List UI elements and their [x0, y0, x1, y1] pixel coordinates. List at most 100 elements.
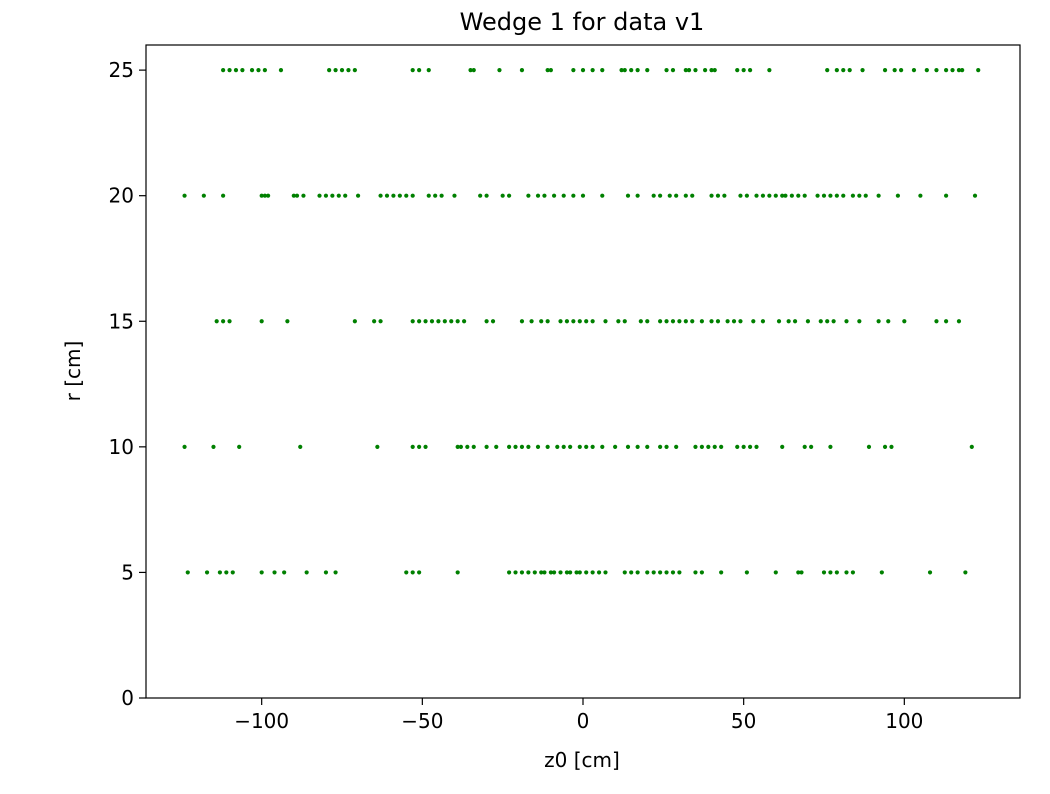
data-point — [458, 444, 463, 449]
data-point — [211, 444, 216, 449]
data-point — [429, 319, 435, 324]
data-point — [266, 193, 271, 198]
data-point — [423, 444, 428, 449]
data-point — [224, 570, 229, 575]
data-point — [298, 444, 303, 449]
data-point — [532, 570, 537, 575]
data-point — [741, 444, 746, 449]
data-point — [783, 193, 788, 198]
data-point — [780, 193, 785, 198]
data-point — [221, 68, 226, 73]
data-point — [725, 319, 730, 324]
data-point — [780, 444, 785, 449]
data-point — [789, 193, 794, 198]
data-point — [378, 193, 383, 198]
data-point — [619, 68, 624, 73]
data-point — [291, 193, 296, 198]
data-point — [715, 319, 721, 324]
data-point — [182, 444, 187, 449]
data-point — [622, 68, 627, 73]
data-point — [741, 68, 746, 73]
data-point — [478, 193, 483, 198]
x-axis-label: z0 [cm] — [544, 748, 620, 772]
data-point — [683, 319, 688, 324]
data-point — [860, 68, 865, 73]
data-point — [773, 193, 778, 198]
data-point — [658, 319, 663, 324]
data-point — [911, 68, 917, 73]
data-point — [333, 68, 338, 73]
data-point — [455, 319, 460, 324]
data-point — [323, 570, 329, 575]
data-point — [722, 193, 727, 198]
data-point — [484, 444, 489, 449]
data-point — [625, 193, 631, 198]
data-point — [719, 570, 724, 575]
data-point — [577, 319, 582, 324]
data-point — [719, 444, 724, 449]
data-point — [304, 570, 309, 575]
data-point — [204, 570, 210, 575]
data-point — [934, 319, 939, 324]
data-point — [397, 193, 402, 198]
data-point — [262, 193, 267, 198]
data-point — [590, 570, 595, 575]
data-point — [507, 444, 512, 449]
data-point — [346, 68, 351, 73]
data-point — [844, 570, 849, 575]
data-point — [635, 570, 640, 575]
data-point — [638, 319, 643, 324]
data-point — [564, 319, 570, 324]
data-point — [828, 193, 833, 198]
data-point — [558, 570, 563, 575]
data-point — [590, 68, 595, 73]
data-point — [944, 193, 949, 198]
data-point — [500, 193, 505, 198]
data-point — [372, 319, 377, 324]
data-point — [272, 570, 277, 575]
data-point — [828, 444, 833, 449]
data-point — [635, 193, 640, 198]
data-point — [944, 319, 949, 324]
data-point — [259, 570, 264, 575]
data-point — [519, 68, 525, 73]
data-point — [545, 444, 550, 449]
data-point — [924, 68, 929, 73]
data-point — [709, 68, 714, 73]
data-point — [664, 68, 669, 73]
data-point — [892, 68, 897, 73]
data-point — [352, 68, 357, 73]
data-point — [259, 193, 264, 198]
data-point — [278, 68, 284, 73]
y-tick-label: 15 — [109, 309, 134, 333]
data-point — [214, 319, 219, 324]
data-point — [976, 68, 981, 73]
data-point — [535, 444, 541, 449]
data-point — [439, 193, 444, 198]
data-point — [221, 193, 226, 198]
data-point — [677, 570, 682, 575]
data-point — [825, 68, 830, 73]
data-point — [754, 193, 759, 198]
data-point — [927, 570, 933, 575]
data-point — [465, 444, 470, 449]
data-point — [683, 193, 688, 198]
data-point — [776, 319, 782, 324]
data-point — [902, 319, 907, 324]
data-point — [484, 193, 489, 198]
x-tick-label: −50 — [401, 709, 443, 733]
x-tick-label: 50 — [731, 709, 756, 733]
data-point — [674, 193, 679, 198]
data-point — [802, 193, 807, 198]
y-tick-label: 5 — [121, 560, 134, 584]
data-point — [539, 319, 544, 324]
data-point — [693, 68, 698, 73]
data-point — [879, 570, 884, 575]
data-point — [230, 570, 235, 575]
data-point — [526, 444, 531, 449]
data-point — [622, 570, 627, 575]
data-point — [285, 319, 290, 324]
x-tick-label: −100 — [234, 709, 289, 733]
data-point — [355, 193, 361, 198]
data-point — [526, 193, 531, 198]
